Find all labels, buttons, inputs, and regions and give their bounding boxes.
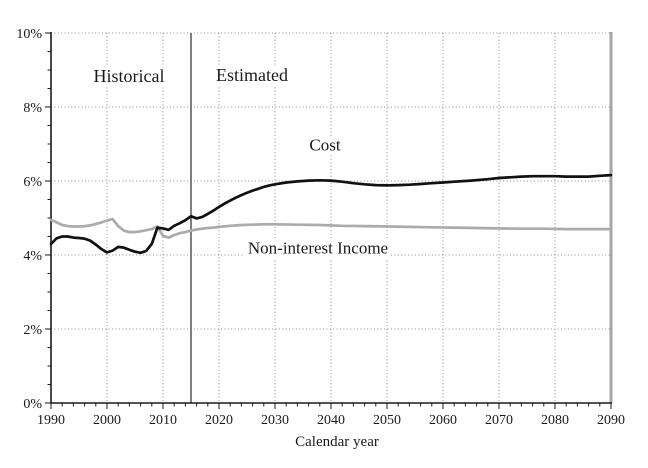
x-tick-label: 2000 bbox=[93, 413, 121, 428]
x-tick-label: 2080 bbox=[541, 413, 569, 428]
x-tick-label: 2010 bbox=[149, 413, 177, 428]
y-tick-label: 10% bbox=[16, 27, 42, 42]
y-tick-label: 4% bbox=[23, 249, 42, 264]
historical-period-label: Historical bbox=[90, 66, 168, 87]
estimated-period-label: Estimated bbox=[213, 65, 291, 86]
x-tick-label: 2030 bbox=[261, 413, 289, 428]
cost-line bbox=[49, 173, 613, 255]
x-axis-title: Calendar year bbox=[295, 433, 379, 450]
y-tick-label: 0% bbox=[23, 397, 42, 412]
x-tick-label: 2020 bbox=[205, 413, 233, 428]
cost-series-label: Cost bbox=[306, 136, 344, 156]
x-tick-label: 2090 bbox=[597, 413, 625, 428]
y-tick-label: 6% bbox=[23, 175, 42, 190]
x-tick-label: 2040 bbox=[317, 413, 345, 428]
x-tick-label: 1990 bbox=[37, 413, 65, 428]
x-tick-label: 2050 bbox=[373, 413, 401, 428]
x-tick-label: 2070 bbox=[485, 413, 513, 428]
y-tick-label: 8% bbox=[23, 101, 42, 116]
x-tick-label: 2060 bbox=[429, 413, 457, 428]
non-interest-income-series-label: Non-interest Income bbox=[244, 239, 392, 259]
y-tick-label: 2% bbox=[23, 323, 42, 338]
non-interest-income-line bbox=[49, 217, 613, 239]
